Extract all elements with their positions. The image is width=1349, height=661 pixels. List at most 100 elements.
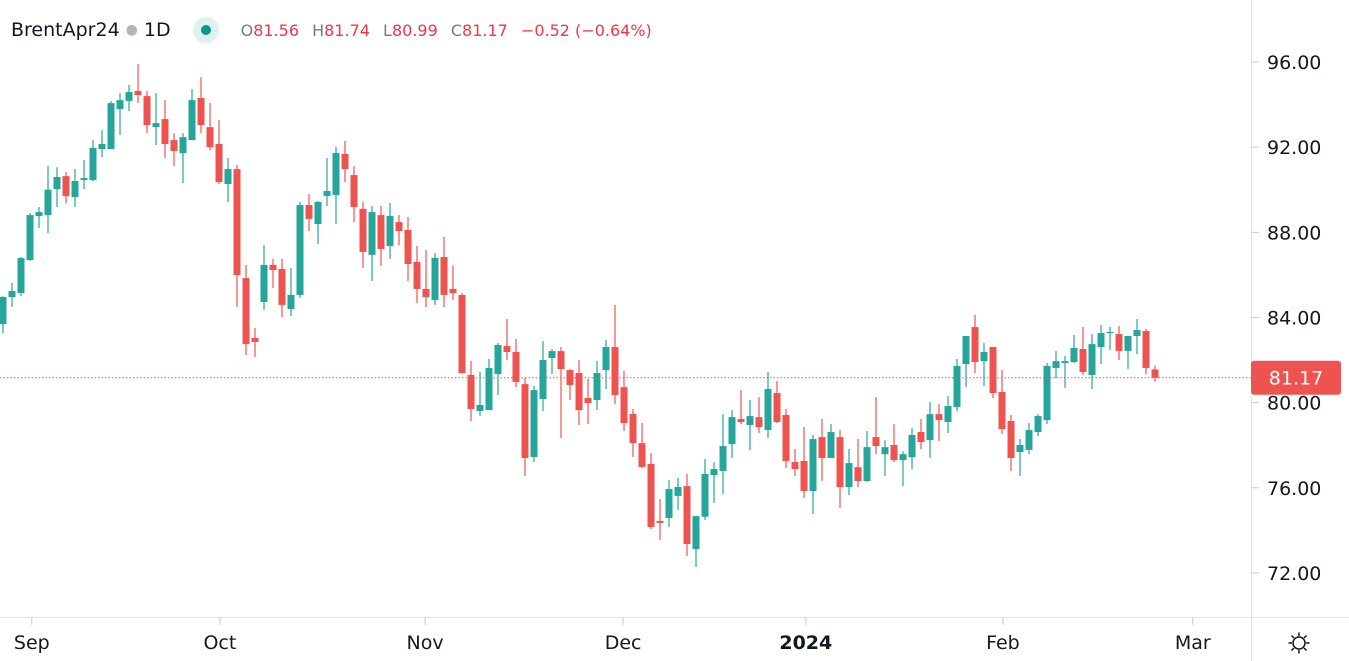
candle-body (602, 347, 610, 371)
candle-body (260, 264, 268, 302)
candle (575, 360, 583, 425)
candle-body (512, 351, 520, 382)
candle (593, 360, 601, 411)
candle (152, 93, 160, 146)
symbol-legend: BrentApr24 ● 1D O81.56 H81.74 L80.99 C81… (11, 17, 660, 43)
candle-body (584, 397, 592, 404)
time-axis[interactable]: Sep Oct Nov Dec 2024 Feb Mar (14, 617, 1211, 654)
gear-icon[interactable] (1287, 631, 1311, 655)
candle-body (863, 447, 871, 481)
candle-body (521, 384, 529, 458)
candle (350, 166, 358, 223)
candle (935, 404, 943, 441)
candle (161, 100, 169, 159)
candle (314, 201, 322, 245)
candle-body (17, 258, 25, 293)
interval[interactable]: 1D (143, 19, 171, 41)
candle-body (953, 366, 961, 408)
candle-body (134, 90, 142, 95)
last-price-value: 81.17 (1269, 368, 1323, 390)
candle-body (539, 360, 547, 400)
candle (476, 371, 484, 417)
candle-body (566, 370, 574, 385)
candle-body (962, 336, 970, 365)
candle (881, 440, 889, 477)
candle-body (431, 257, 439, 301)
separator-dot: ● (125, 22, 138, 38)
candle (89, 140, 97, 182)
price-tick-label: 96.00 (1267, 52, 1321, 74)
candle (629, 409, 637, 457)
candle-body (332, 152, 340, 196)
candle (197, 77, 205, 134)
candle (998, 370, 1006, 435)
candle (809, 435, 817, 514)
candle-body (575, 373, 583, 411)
market-status-dot-icon[interactable] (192, 17, 219, 43)
candle-body (1106, 331, 1114, 334)
candle (764, 371, 772, 438)
time-tick-label: Oct (203, 632, 236, 654)
candle (1043, 363, 1051, 425)
candle-body (638, 443, 646, 467)
candle-body (971, 327, 979, 362)
candle (215, 120, 223, 184)
candle-body (1025, 430, 1033, 450)
candle (179, 133, 187, 184)
candle (449, 265, 457, 301)
candle-body (341, 153, 349, 170)
candle (710, 462, 718, 504)
candle-body (26, 215, 34, 260)
candle-body (917, 432, 925, 443)
candle (287, 267, 295, 316)
candle (44, 166, 52, 234)
candle (836, 430, 844, 509)
candle (0, 296, 7, 334)
candle (188, 89, 196, 141)
candle (296, 201, 304, 298)
price-axis[interactable]: 72.00 76.00 80.00 84.00 88.00 92.00 96.00 (1251, 52, 1321, 585)
candle-body (1034, 416, 1042, 433)
candle-body (1052, 361, 1060, 368)
symbol-name[interactable]: BrentApr24 (11, 19, 120, 41)
candle-body (413, 261, 421, 289)
candle (1034, 414, 1042, 437)
candle-body (692, 516, 700, 550)
candle-body (188, 100, 196, 141)
candle (854, 439, 862, 488)
candle-body (494, 344, 502, 375)
candle (989, 347, 997, 398)
candle-body (1133, 330, 1141, 337)
candle (1097, 324, 1105, 365)
low-value: 80.99 (391, 20, 438, 40)
candle-body (116, 100, 124, 110)
candle (701, 459, 709, 521)
candle (638, 423, 646, 469)
candle-body (242, 278, 250, 345)
candle (665, 480, 673, 527)
candle (512, 338, 520, 388)
candle (863, 430, 871, 483)
candle-body (755, 417, 763, 428)
candle-body (1016, 445, 1024, 453)
candle (719, 414, 727, 494)
candle (170, 133, 178, 167)
candle (1016, 439, 1024, 477)
candle-body (224, 169, 232, 184)
candle-body (404, 229, 412, 265)
candle-body (125, 92, 133, 101)
candle (566, 369, 574, 401)
candle-body (152, 123, 160, 128)
candle (332, 146, 340, 225)
candle-body (746, 416, 754, 425)
candle (944, 396, 952, 434)
candle (755, 397, 763, 434)
candle (1088, 334, 1096, 390)
candle-body (323, 191, 331, 196)
candle-body (278, 268, 286, 305)
candle-body (800, 460, 808, 491)
candle (962, 336, 970, 388)
candle-body (89, 148, 97, 181)
candle (467, 360, 475, 421)
